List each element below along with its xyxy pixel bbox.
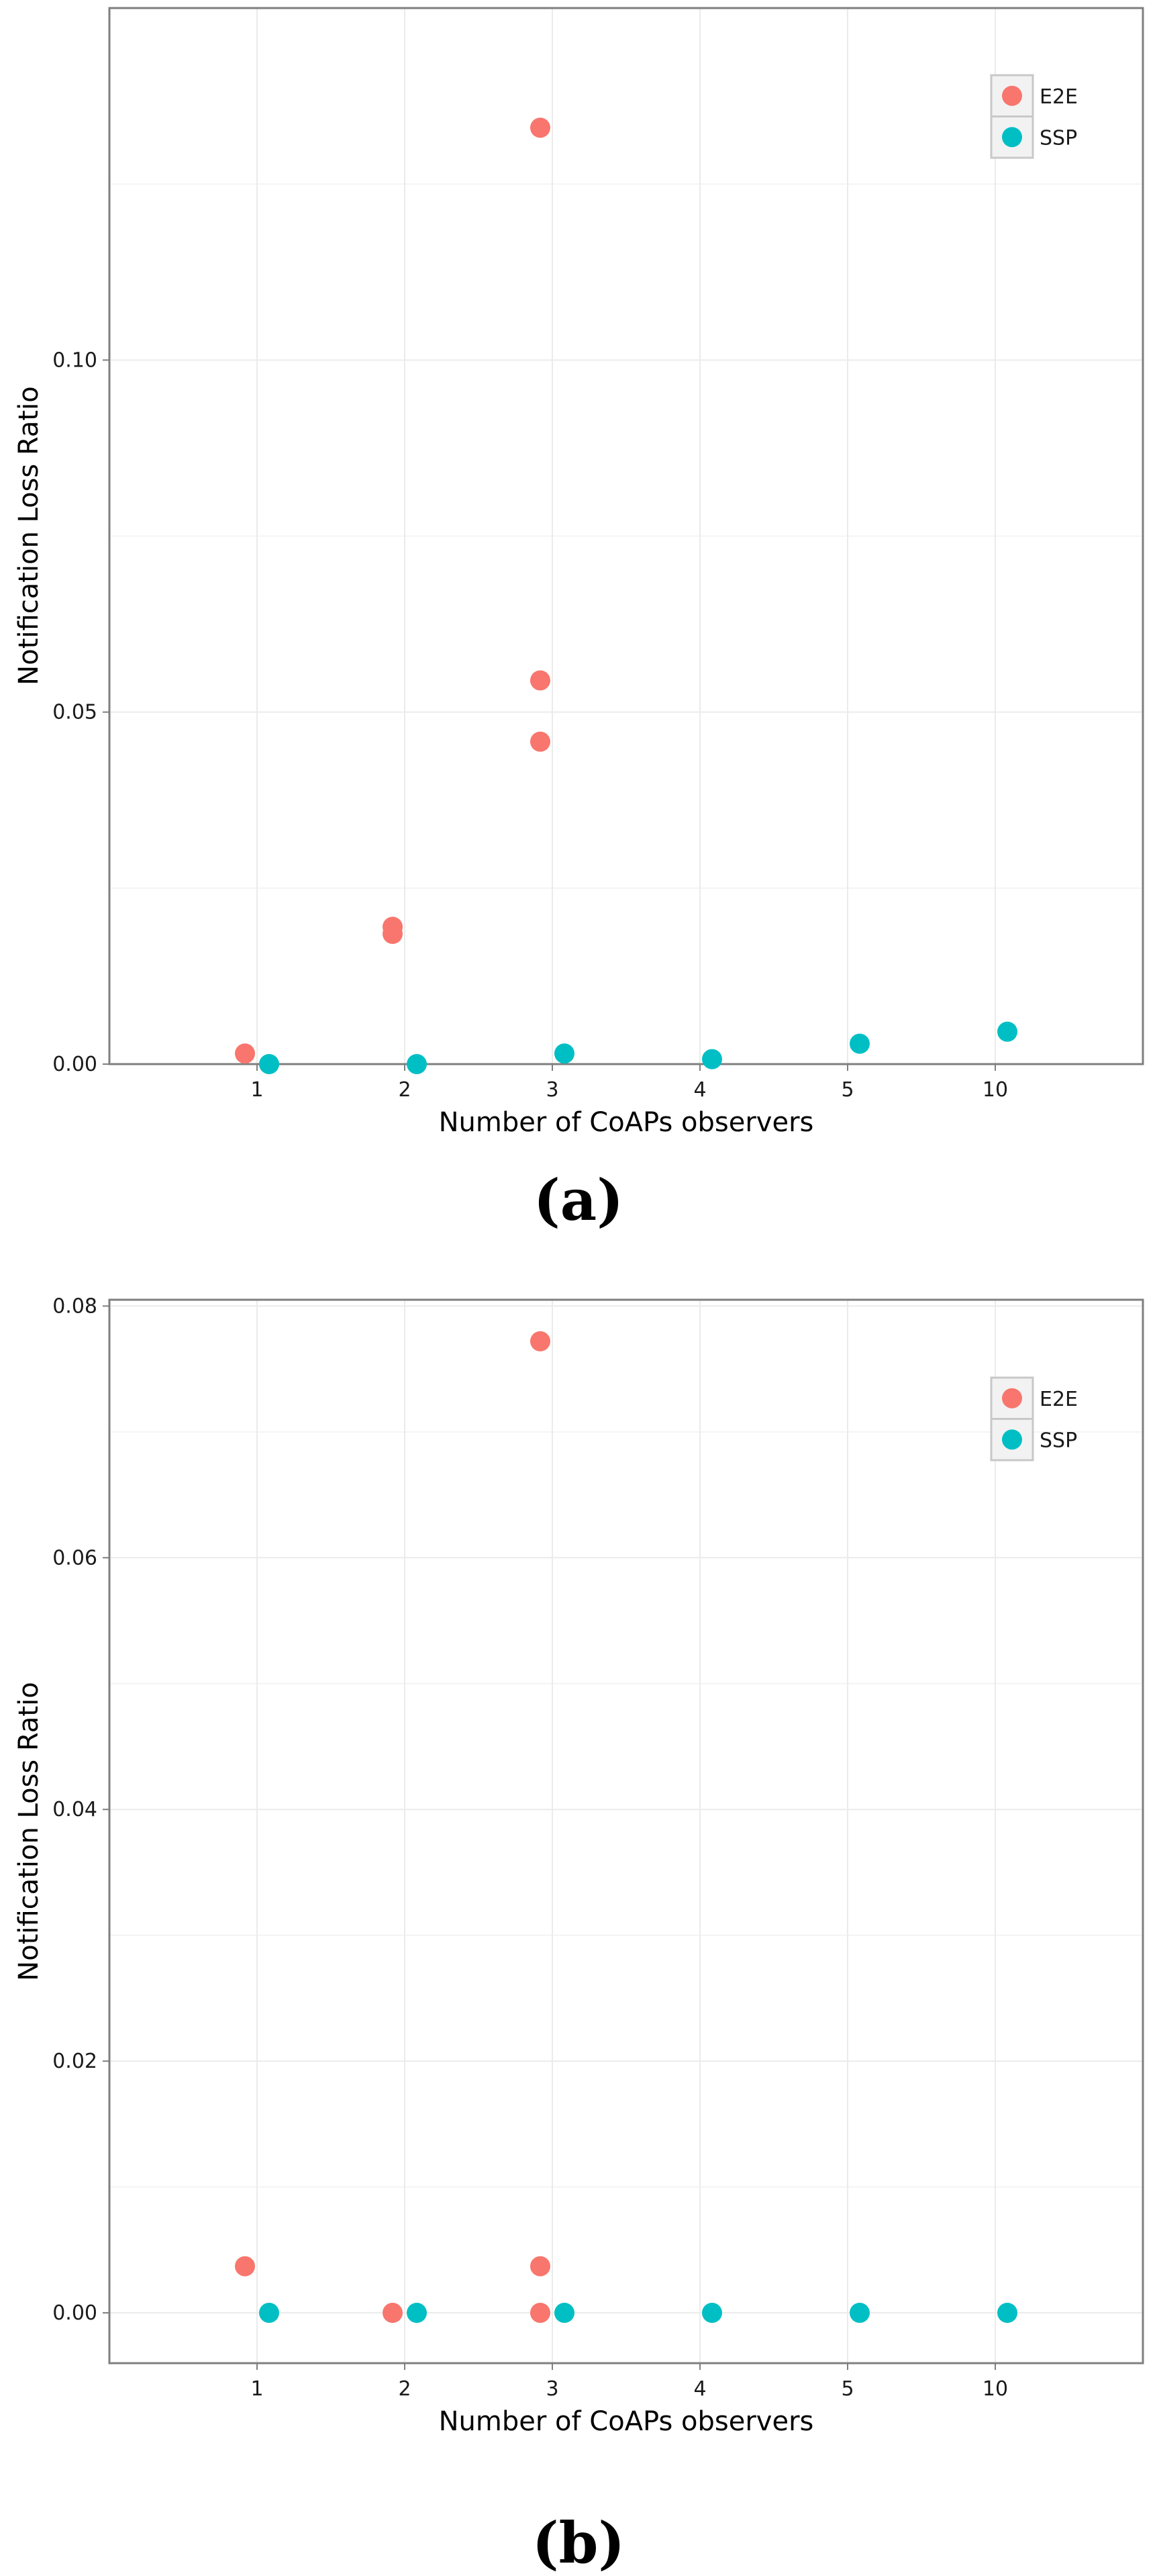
data-point-ssp [554,1043,574,1064]
x-tick-label: 10 [983,1078,1008,1102]
chart-panel-b: 0.00 0.02 0.04 0.06 0.08 1 2 3 4 5 10 Number of CoA… [0,1276,1157,2576]
legend-marker-ssp [1002,127,1022,148]
legend: E2E SSP [990,74,1078,159]
chart-panel-a: 0.00 0.05 0.10 1 2 3 4 5 10 Number of CoAPs obser… [0,0,1157,1276]
plot-background [109,1300,1143,2363]
x-tick-label: 4 [693,2377,706,2401]
panel-border [108,1298,1144,2365]
chart-b-svg: 0.00 0.02 0.04 0.06 0.08 1 2 3 4 5 10 Number of CoA… [13,1294,1144,2437]
x-tick-label: 10 [983,2377,1008,2401]
data-point-ssp [702,1049,722,1069]
legend-label-e2e: E2E [1040,85,1078,109]
legend-label-e2e: E2E [1040,1388,1078,1411]
y-tick-label: 0.04 [52,1798,97,1821]
data-point-ssp [554,2303,574,2324]
y-tick-label: 0.10 [52,348,97,372]
legend: E2E SSP [990,1376,1078,1462]
x-tick-label: 1 [250,2377,263,2401]
data-point-ssp [850,1033,870,1054]
y-tick-label: 0.06 [52,1546,97,1570]
data-point-ssp [407,1054,427,1074]
legend-marker-e2e [1002,1388,1022,1409]
data-point-e2e [530,117,550,138]
data-point-e2e [383,2303,403,2324]
x-tick-label: 2 [398,2377,411,2401]
y-axis-title: Notification Loss Ratio [13,1682,44,1981]
x-tick-label: 5 [841,1078,854,1102]
panel-border [108,7,1144,1065]
data-point-ssp [702,2303,722,2324]
caption-b: (b) [532,2510,625,2576]
data-point-ssp [407,2303,427,2324]
data-point-e2e [383,923,403,944]
legend-label-ssp: SSP [1040,1429,1077,1452]
x-tick-label: 4 [693,1078,706,1102]
legend-marker-e2e [1002,85,1022,106]
legend-label-ssp: SSP [1040,126,1077,150]
data-point-e2e [235,2256,255,2277]
x-tick-label: 5 [841,2377,854,2401]
y-tick-label: 0.08 [52,1294,97,1318]
data-point-e2e [530,1331,550,1351]
x-tick-label: 3 [546,1078,558,1102]
x-tick-label: 1 [250,1078,263,1102]
x-axis-title: Number of CoAPs observers [439,2406,814,2437]
data-point-e2e [530,731,550,752]
data-point-ssp [259,1054,279,1074]
y-tick-label: 0.05 [52,701,97,724]
x-axis-title: Number of CoAPs observers [439,1107,814,1138]
y-tick-label: 0.00 [52,1053,97,1076]
x-tick-label: 2 [398,1078,411,1102]
chart-a-svg: 0.00 0.05 0.10 1 2 3 4 5 10 Number of CoAPs obser… [13,7,1144,1138]
legend-marker-ssp [1002,1429,1022,1450]
caption-a: (a) [534,1167,623,1233]
y-tick-label: 0.02 [52,2050,97,2073]
data-point-ssp [997,2303,1017,2324]
data-point-ssp [997,1021,1017,1042]
data-point-e2e [530,670,550,691]
y-tick-label: 0.00 [52,2301,97,2325]
data-point-e2e [530,2256,550,2277]
data-point-ssp [850,2303,870,2324]
data-point-ssp [259,2303,279,2324]
y-axis-title: Notification Loss Ratio [13,386,44,685]
x-tick-label: 3 [546,2377,558,2401]
data-point-e2e [530,2303,550,2324]
data-point-e2e [235,1043,255,1064]
